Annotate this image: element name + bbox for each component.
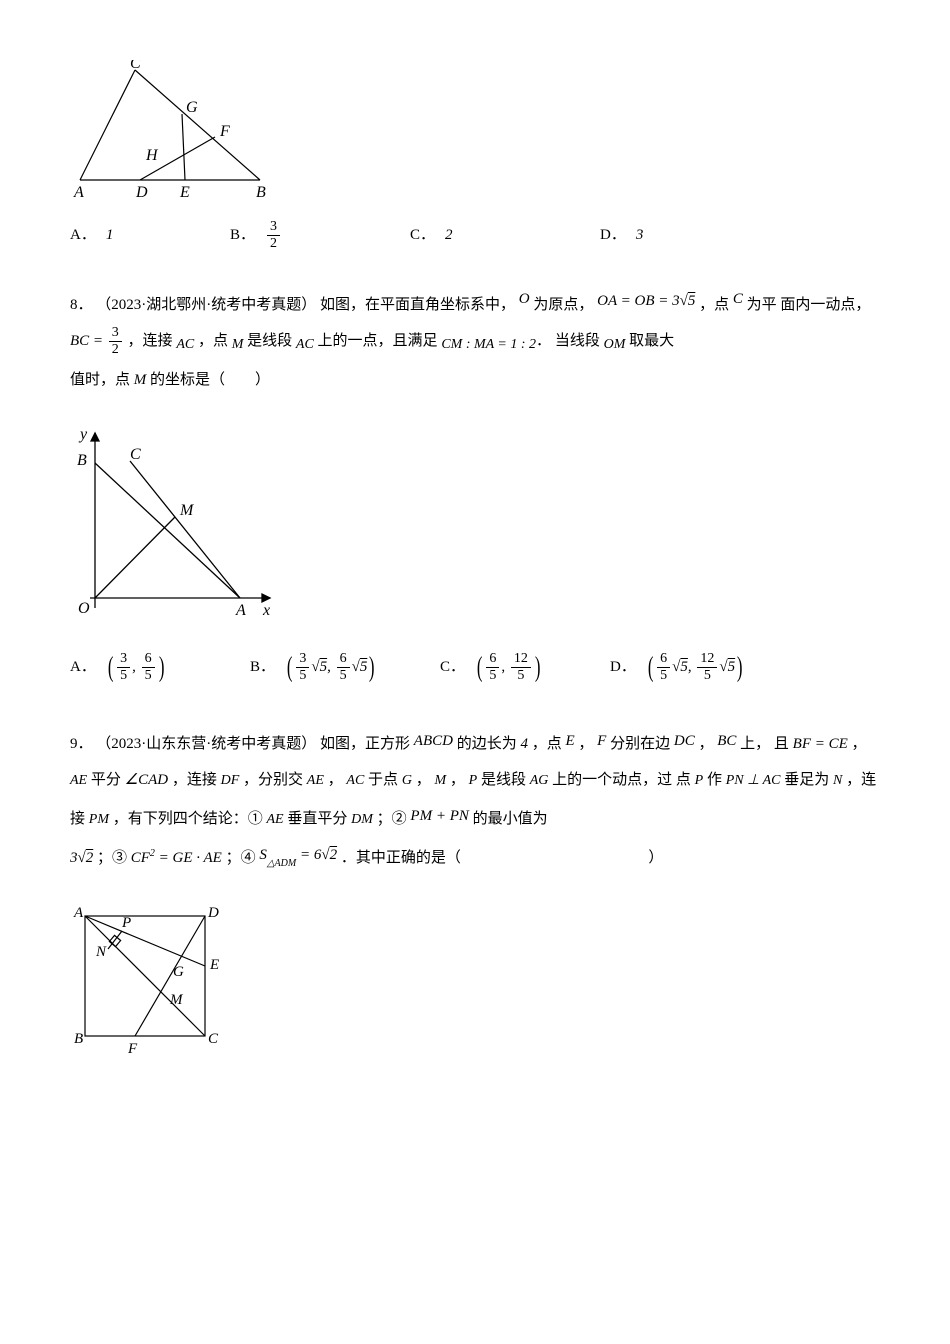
figure-7: A B C D E F G H (70, 60, 880, 200)
p8-t10: 当线段 (555, 333, 600, 349)
p8-t4: 为平 (747, 297, 777, 313)
opt7C-label: C． (410, 222, 435, 249)
p8-t5: 面内一动点， (780, 297, 870, 313)
svg-text:F: F (127, 1041, 138, 1057)
option-8-B: B． 35 √5, 65 √5 (250, 643, 440, 693)
p8-OA: OA = OB = 3 (597, 293, 679, 309)
figure-8: O A B C M x y (70, 423, 880, 623)
opt7D-label: D． (600, 222, 626, 249)
p8-AC: AC (176, 337, 194, 352)
svg-text:G: G (173, 964, 184, 980)
svg-text:D: D (207, 905, 219, 921)
p8-source: （2023·湖北鄂州·统考中考真题） (96, 297, 316, 313)
svg-text:A: A (235, 602, 246, 619)
p8-t9: 上的一点，且满足 (318, 333, 438, 349)
opt8C-paren: 65 , 125 (475, 643, 542, 693)
option-7-B: B． 3 2 (230, 220, 410, 251)
option-7-A: A． 1 (70, 222, 230, 249)
figure-9: A B C D E F G M N P (70, 901, 880, 1061)
p8-t11: 取最大 (629, 333, 674, 349)
p8-num: 8． (70, 297, 93, 313)
option-8-D: D． 65 √5, 125 √5 (610, 643, 780, 693)
p8-C: C (733, 291, 743, 307)
fig7-label-G: G (186, 99, 198, 116)
fig7-label-H: H (145, 147, 159, 164)
opt8A-paren: 35 , 65 (106, 643, 166, 693)
svg-text:O: O (78, 600, 90, 617)
option-8-A: A． 35 , 65 (70, 643, 250, 693)
opt7A-label: A． (70, 222, 96, 249)
svg-text:B: B (74, 1031, 83, 1047)
svg-text:C: C (130, 446, 141, 463)
svg-text:y: y (78, 426, 88, 443)
option-8-C: C． 65 , 125 (440, 643, 610, 693)
options-8: A． 35 , 65 B． 35 √5, 65 √5 C． 65 , 125 D… (70, 643, 880, 693)
p8-t6: ，连接 (128, 333, 173, 349)
option-7-C: C． 2 (410, 222, 600, 249)
p8-t7: ，点 (198, 333, 228, 349)
svg-text:C: C (208, 1031, 219, 1047)
p8-BC: BC = (70, 333, 103, 349)
fig7-label-D: D (135, 184, 148, 200)
p8-CM: CM : MA = 1 : 2 (441, 337, 536, 352)
fig7-label-C: C (130, 60, 141, 72)
fig7-label-B: B (256, 184, 266, 200)
svg-text:B: B (77, 452, 87, 469)
opt7B-frac: 3 2 (267, 220, 280, 251)
p8-t12: 值时，点 (70, 372, 130, 388)
svg-text:M: M (179, 502, 195, 519)
svg-text:x: x (262, 602, 270, 619)
options-7: A． 1 B． 3 2 C． 2 D． 3 (70, 220, 880, 251)
svg-text:E: E (209, 957, 219, 973)
fig7-label-A: A (73, 184, 84, 200)
svg-text:M: M (169, 992, 184, 1008)
p8-t1: 如图，在平面直角坐标系中， (320, 297, 515, 313)
opt7A-val: 1 (106, 222, 114, 249)
fig7-label-F: F (219, 123, 230, 140)
p8-M: M (232, 337, 244, 352)
figure-9-svg: A B C D E F G M N P (70, 901, 240, 1061)
p8-OM: OM (604, 337, 626, 352)
p8-t2: 为原点， (533, 297, 593, 313)
svg-text:N: N (95, 944, 107, 960)
p8-t3: ，点 (699, 297, 729, 313)
opt8D-paren: 65 √5, 125 √5 (646, 643, 745, 693)
opt7B-label: B． (230, 222, 255, 249)
opt8B-paren: 35 √5, 65 √5 (285, 643, 377, 693)
svg-text:A: A (73, 905, 84, 921)
p8-O: O (519, 291, 530, 307)
figure-8-svg: O A B C M x y (70, 423, 280, 623)
problem-8: 8． （2023·湖北鄂州·统考中考真题） 如图，在平面直角坐标系中， O 为原… (70, 281, 880, 398)
p8-t13: 的坐标是（ ） (150, 372, 270, 388)
problem-9: 9． （2023·山东东营·统考中考真题） 如图，正方形 ABCD 的边长为 4… (70, 723, 880, 876)
p8-t8: 是线段 (247, 333, 292, 349)
opt7C-val: 2 (445, 222, 453, 249)
svg-text:P: P (121, 915, 131, 931)
fig7-label-E: E (179, 184, 190, 200)
opt7D-val: 3 (636, 222, 644, 249)
p8-BCfrac: 3 2 (109, 326, 122, 357)
option-7-D: D． 3 (600, 222, 700, 249)
figure-7-svg: A B C D E F G H (70, 60, 280, 200)
